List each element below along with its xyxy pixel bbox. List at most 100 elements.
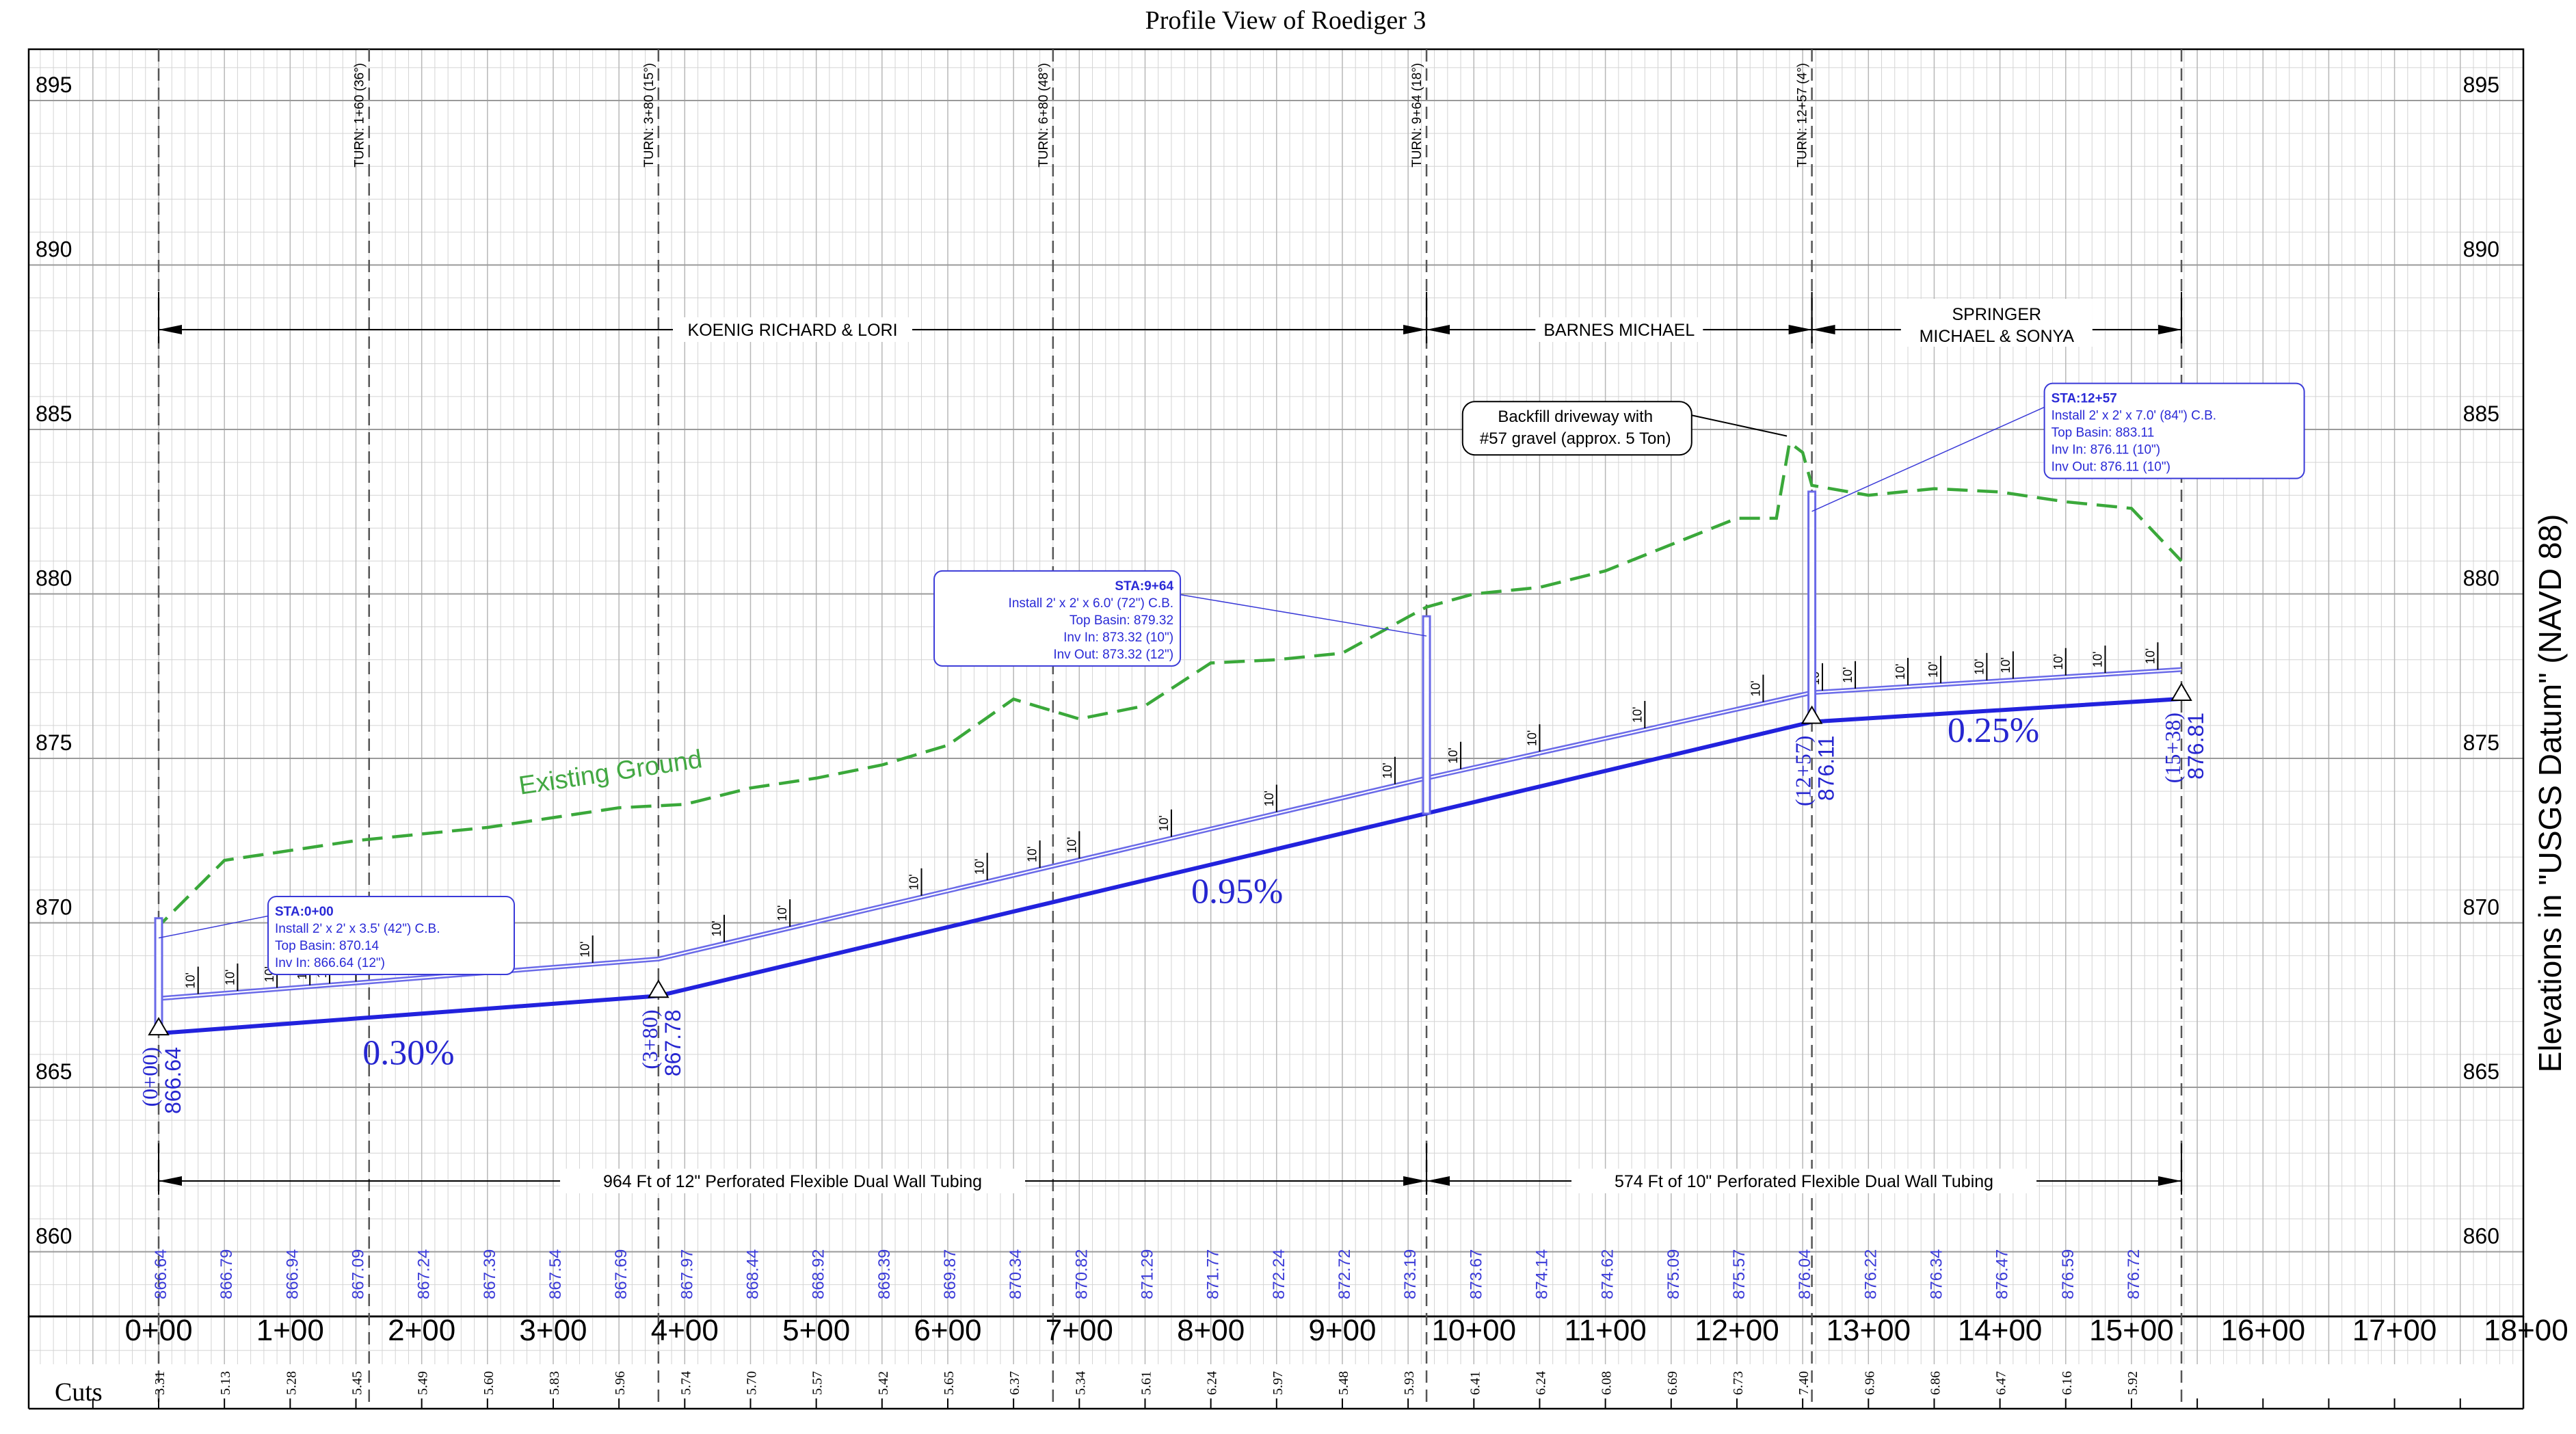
station-label: 11+00 [1564,1314,1646,1347]
elevation-label: 875 [36,730,72,755]
invert-elevation-label: 875.09 [1664,1249,1683,1299]
pvi-marker [648,979,669,998]
cut-value: 6.41 [1468,1371,1483,1395]
backfill-note-box [1461,401,1692,456]
owner-label-bg [673,317,913,342]
owner-dimension-arrow-end [1403,325,1427,334]
cut-value: 5.61 [1139,1371,1154,1395]
pipe-length-tag: 10' [1157,815,1171,831]
cut-value: 5.74 [678,1371,693,1395]
slope-label: 0.95% [1191,873,1283,912]
pvi-elevation-label: 866.64 [161,1047,185,1114]
cut-value: 5.45 [349,1371,364,1395]
pipe-length-tag: 10' [1065,837,1078,853]
station-label: 2+00 [388,1314,455,1347]
station-label: 17+00 [2352,1314,2437,1347]
station-label: 18+00 [2484,1314,2568,1347]
owner-dimension-arrow-start [1811,325,1835,334]
turn-label: TURN: 3+80 (15°) [642,63,656,168]
turn-label: TURN: 12+57 (4°) [1796,63,1810,168]
cut-value: 6.16 [2060,1371,2075,1395]
invert-elevation-label: 870.82 [1072,1249,1091,1299]
station-label: 15+00 [2089,1314,2174,1347]
elevation-label: 860 [2463,1224,2499,1249]
catch-basin-structure [154,917,163,1035]
owner-label: BARNES MICHAEL [1543,321,1695,340]
invert-elevation-label: 868.44 [743,1249,762,1299]
owner-label-bg [1535,317,1703,342]
invert-elevation-label: 876.34 [1927,1249,1946,1299]
cut-value: 5.65 [942,1371,957,1395]
owner-label: KOENIG RICHARD & LORI [688,321,898,340]
pipe-length-tag: 10' [1999,657,2013,673]
cut-value: 5.48 [1336,1371,1351,1395]
station-label: 1+00 [256,1314,324,1347]
cut-value: 5.83 [547,1371,562,1395]
pipe-length-tag: 10' [775,905,789,921]
invert-elevation-label: 876.72 [2125,1249,2143,1299]
backfill-note-line2: #57 gravel (approx. 5 Ton) [1480,429,1671,448]
owner-label-line1: SPRINGER [1952,305,2042,324]
catch-basin-callout-line: Inv In: 866.64 (12") [275,956,385,970]
station-label: 9+00 [1308,1314,1376,1347]
cut-value: 5.92 [2125,1371,2140,1395]
invert-elevation-label: 876.22 [1861,1249,1880,1299]
station-label: 10+00 [1432,1314,1517,1347]
owner-dimension-arrow-start [159,325,182,334]
pipe-length-tag: 10' [184,972,198,988]
minor-grid [29,49,2523,1364]
invert-elevation-label: 869.39 [875,1249,894,1299]
cut-value: 5.28 [284,1371,299,1395]
callout-leader [1180,594,1427,637]
invert-elevation-label: 872.72 [1336,1249,1354,1299]
elevation-label: 885 [2463,401,2499,426]
owner-label-bg [1900,299,2093,347]
pipe-run-dimension-arrow-end [2158,1176,2182,1186]
turn-label: TURN: 1+60 (36°) [353,63,367,168]
pipe-length-tag: 10' [223,970,237,985]
pipe-length-tag: 10' [1630,707,1644,723]
backfill-note-line1: Backfill driveway with [1498,408,1653,426]
pipe-length-tag: 10' [2090,652,2104,667]
catch-basin-structure [1422,615,1431,815]
invert-elevation-label: 869.87 [941,1249,959,1299]
owner-label-line2: MICHAEL & SONYA [1920,327,2075,346]
cut-value: 6.24 [1533,1371,1548,1395]
pipe-length-tag: 10' [1972,659,1986,674]
slope-label: 0.25% [1948,711,2039,750]
pvi-marker [1801,705,1823,724]
invert-elevation-label: 875.57 [1730,1249,1749,1299]
station-labels: 0+00 1+00 2+00 3+00 4+00 5+00 6+00 7+00 8+00 9+00… [124,1314,2568,1347]
pipe-length-tag: 10' [1262,791,1276,806]
elevation-labels-right: 895 890 885 880 875 870 865 860 [2463,72,2499,1249]
cut-value: 6.37 [1007,1371,1022,1395]
pipe-length-tag: 10' [1446,747,1460,763]
pipe-run-label: 574 Ft of 10" Perforated Flexible Dual W… [1615,1172,1993,1191]
cut-value: 6.69 [1665,1371,1680,1395]
invert-elevation-labels: 866.64 866.79 866.94 867.09 867.24 867.39 867.… [152,1249,2143,1299]
elevation-label: 880 [36,566,72,591]
catch-basin-callout-line: Inv In: 876.11 (10") [2051,443,2161,457]
cut-value: 6.08 [1599,1371,1615,1395]
property-owner-dimensions: KOENIG RICHARD & LORI BARNES MICHAEL SPRIN… [158,292,2183,347]
catch-basin-callout-line: Install 2' x 2' x 7.0' (84") C.B. [2051,409,2217,423]
cut-value: 6.24 [1205,1371,1220,1395]
catch-basin-callout-line: STA:9+64 [1115,579,1173,594]
elevation-label: 885 [36,401,72,426]
catch-basin-callout-line: Top Basin: 883.11 [2051,426,2155,440]
catch-basin-callout-line: Install 2' x 2' x 6.0' (72") C.B. [1009,596,1174,611]
owner-dimension-arrow-end [2158,325,2182,334]
station-label: 16+00 [2220,1314,2305,1347]
turn-label: TURN: 6+80 (48°) [1037,63,1051,168]
pipe-length-tag: 10' [1749,680,1762,696]
cut-value: 5.60 [481,1371,496,1395]
pvi-station-label: (3+80) [637,1009,662,1069]
catch-basin-callout [933,570,1182,667]
invert-elevation-label: 870.34 [1007,1249,1025,1299]
elevation-label: 895 [36,72,72,97]
pipe-run-label: 964 Ft of 12" Perforated Flexible Dual W… [603,1172,982,1191]
pvi-points: (0+00)866.64 (3+80)867.78 (12+57)876.11 (15… [137,682,2208,1114]
major-grid [27,48,2525,1409]
pipe-invert-line [158,696,2182,1036]
